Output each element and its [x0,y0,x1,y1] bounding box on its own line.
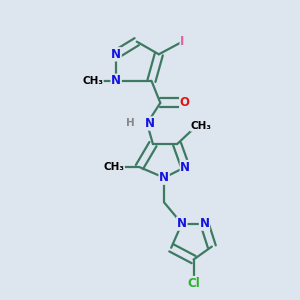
Text: N: N [177,217,187,230]
Text: N: N [159,171,169,184]
Text: CH₃: CH₃ [103,162,124,172]
Text: N: N [111,48,121,61]
Text: Cl: Cl [187,277,200,290]
Text: CH₃: CH₃ [82,76,103,86]
Text: N: N [180,160,190,174]
Text: CH₃: CH₃ [190,121,212,131]
Text: I: I [180,35,184,48]
Text: N: N [111,74,121,87]
Text: O: O [180,96,190,110]
Text: N: N [200,217,209,230]
Text: N: N [145,117,155,130]
Text: H: H [127,118,135,128]
